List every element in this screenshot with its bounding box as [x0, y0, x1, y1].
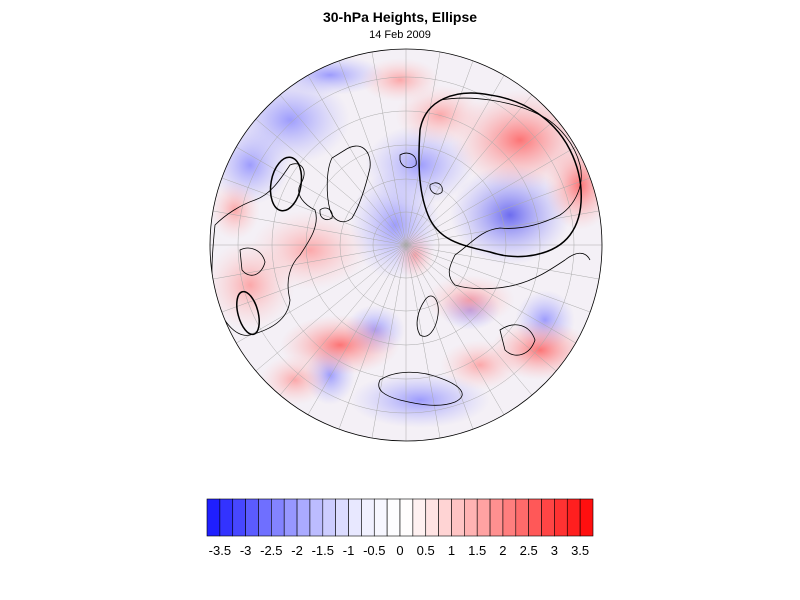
colorbar-box [348, 498, 362, 537]
colorbar-box [219, 498, 234, 537]
meridian-line [405, 244, 475, 434]
colorbar-tick-label: -1.5 [311, 543, 334, 558]
meridian-line [217, 244, 407, 314]
colorbar-box [425, 498, 439, 537]
meridian-line [371, 49, 407, 246]
colorbar-box [464, 498, 478, 537]
meridian-line [232, 244, 407, 346]
meridian-line [405, 244, 580, 346]
graticule [210, 49, 602, 441]
colorbar-tick-label: 1 [447, 543, 456, 558]
meridian-line [252, 116, 407, 246]
meridian-line [210, 244, 407, 280]
colorbar-box [258, 498, 272, 537]
meridian-line [337, 244, 407, 434]
colorbar-tick-label: 2 [499, 543, 507, 558]
colorbar-box [386, 498, 401, 537]
meridian-line [252, 244, 407, 374]
globe-outline [209, 48, 603, 442]
map-date: 14 Feb 2009 [369, 29, 431, 41]
colorbar-tick-label: -1 [342, 543, 355, 558]
colorbar-tick-label: 2.5 [519, 543, 538, 558]
colorbar-tick-label: -0.5 [363, 543, 386, 558]
colorbar-box [283, 498, 298, 537]
colorbar-box [309, 498, 324, 537]
colorbar-tick-label: 0 [396, 543, 404, 558]
colorbar-tick-label: -3 [239, 543, 252, 558]
map-title: 30-hPa Heights, Ellipse [322, 9, 478, 25]
meridian-line [405, 71, 507, 246]
colorbar-box [489, 498, 504, 537]
colorbar-tick-label: 1.5 [468, 543, 487, 558]
colorbar-box [206, 498, 221, 537]
meridian-line [337, 56, 407, 246]
meridian-line [277, 244, 407, 399]
meridian-line [277, 91, 407, 246]
meridian-line [405, 244, 535, 399]
meridian-line [405, 91, 535, 246]
colorbar-tick-label: 3 [550, 543, 558, 558]
colorbar-tick-label: -3.5 [208, 543, 232, 558]
meridian-line [405, 144, 580, 246]
colorbar-box [451, 498, 465, 537]
colorbar-box [515, 498, 529, 537]
meridian-line [405, 49, 441, 246]
colorbar-tick-label: -2 [291, 543, 303, 558]
colorbar-box [476, 498, 491, 537]
colorbar-tick-label: 3.5 [571, 543, 590, 558]
colorbar-box [541, 498, 555, 537]
meridian-line [232, 144, 407, 246]
meridian-line [210, 210, 407, 246]
colorbar-box [271, 498, 285, 537]
colorbar-box [579, 498, 594, 537]
meridian-line [405, 176, 595, 246]
meridian-line [405, 244, 441, 441]
meridian-line [305, 71, 407, 246]
colorbar-box [296, 498, 311, 537]
colorbar-tick-label: 0.5 [416, 543, 435, 558]
meridian-line [405, 244, 602, 280]
meridian-line [405, 56, 475, 246]
colorbar-box [438, 498, 452, 537]
ellipse-contours [236, 92, 582, 336]
colorbar-box [245, 498, 259, 537]
colorbar-box [322, 498, 336, 537]
meridian-line [371, 244, 407, 441]
colorbar-box [528, 498, 542, 537]
colorbar-box [373, 498, 388, 537]
colorbar-box [502, 498, 517, 537]
colorbar-box [335, 498, 349, 537]
meridian-line [217, 176, 407, 246]
colorbar-tick-label: -2.5 [260, 543, 283, 558]
meridian-line [305, 244, 407, 419]
meridian-line [405, 244, 560, 374]
meridian-line [405, 244, 507, 419]
meridian-line [405, 244, 595, 314]
colorbar-box [566, 498, 581, 537]
colorbar-box [399, 498, 414, 537]
colorbar-box [232, 498, 246, 537]
anomaly-field [210, 49, 602, 441]
colorbar-box [361, 498, 375, 537]
colorbar-box [554, 498, 568, 537]
meridian-line [405, 210, 602, 246]
colorbar-box [412, 498, 427, 537]
